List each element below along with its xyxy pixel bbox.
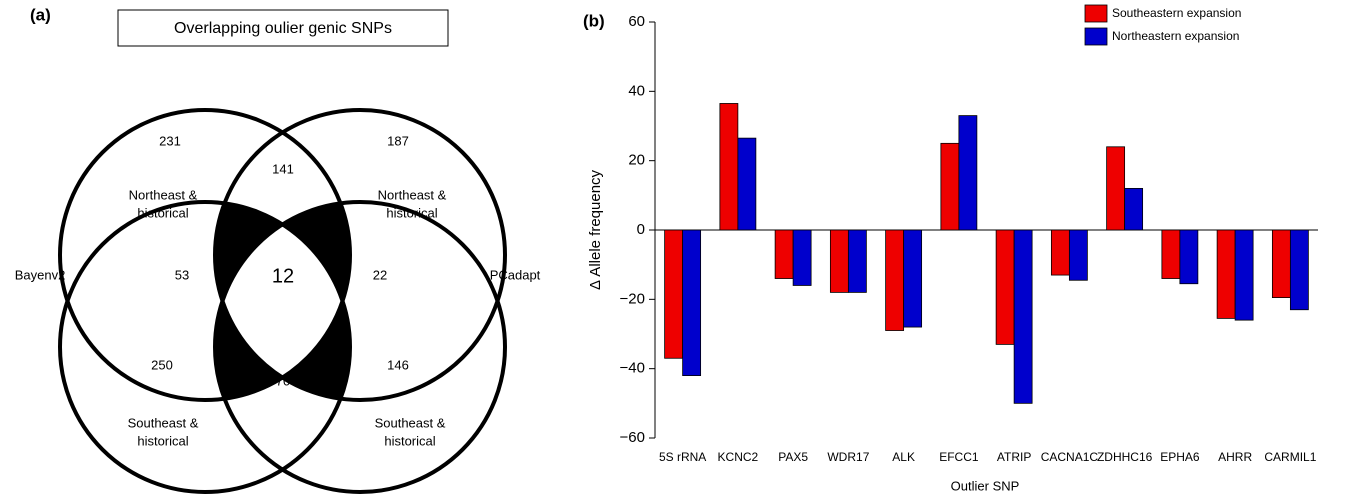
- region-count: 231: [159, 133, 181, 148]
- panel-label: (a): [30, 5, 51, 24]
- region-label: Northeast &: [129, 187, 198, 202]
- bar: [1013, 229, 1033, 404]
- quad-overlap: [215, 202, 350, 400]
- bar: [885, 229, 905, 331]
- bar: [1289, 229, 1309, 311]
- y-tick-label: 0: [637, 221, 645, 238]
- bar: [903, 229, 923, 328]
- bar-chart: (b) Outlier SNP Δ Allele frequency −60 −4…: [583, 4, 1318, 493]
- bar: [995, 229, 1015, 345]
- region-count: 187: [387, 133, 409, 148]
- bar: [737, 137, 757, 231]
- bar: [1050, 229, 1070, 276]
- region-count: 250: [151, 357, 173, 372]
- x-tick-label: PAX5: [778, 450, 808, 464]
- bar: [719, 103, 739, 231]
- x-tick-label: WDR17: [827, 450, 869, 464]
- region-label: Southeast &: [128, 415, 199, 430]
- set-label: Bayenv2: [15, 267, 66, 282]
- x-tick-label: EPHA6: [1160, 450, 1200, 464]
- y-tick-label: −20: [620, 290, 645, 307]
- legend-label: Southeastern expansion: [1112, 6, 1241, 20]
- panel-label: (b): [583, 11, 605, 30]
- bar: [847, 229, 867, 293]
- bar: [1161, 229, 1181, 279]
- set-label: PCadapt: [490, 267, 541, 282]
- bar: [1234, 229, 1254, 321]
- set-circle: [213, 108, 507, 402]
- x-axis-label: Outlier SNP: [951, 478, 1020, 493]
- x-tick-label: ATRIP: [997, 450, 1031, 464]
- y-tick-label: −60: [620, 429, 645, 446]
- venn-diagram: (a) Overlapping oulier genic SNPs Bayenv…: [15, 5, 541, 494]
- y-axis-label: Δ Allele frequency: [587, 169, 604, 290]
- legend-label: Northeastern expansion: [1112, 29, 1239, 43]
- y-tick-label: 20: [628, 152, 645, 169]
- bar: [958, 115, 978, 231]
- bar: [664, 229, 684, 359]
- bar: [1271, 229, 1291, 298]
- region-label: historical: [137, 205, 188, 220]
- region-count: 146: [387, 357, 409, 372]
- bar: [1068, 229, 1088, 281]
- x-tick-label: 5S rRNA: [659, 450, 706, 464]
- region-label: Northeast &: [378, 187, 447, 202]
- set-circle: [58, 200, 352, 494]
- set-circle: [58, 108, 352, 402]
- bar: [940, 142, 960, 231]
- region-label: historical: [384, 433, 435, 448]
- bar: [1216, 229, 1236, 319]
- bar: [829, 229, 849, 293]
- y-tick-label: 60: [628, 13, 645, 30]
- x-tick-label: CACNA1C: [1041, 450, 1099, 464]
- region-count: 141: [272, 161, 294, 176]
- venn-title: Overlapping oulier genic SNPs: [174, 20, 392, 37]
- x-tick-label: CARMIL1: [1264, 450, 1316, 464]
- title-box: [117, 9, 449, 47]
- bar: [792, 229, 812, 286]
- legend-swatch: [1084, 4, 1108, 23]
- bar: [774, 229, 794, 279]
- set-circle: [213, 200, 507, 494]
- bar: [1179, 229, 1199, 285]
- x-tick-label: EFCC1: [939, 450, 979, 464]
- x-tick-label: ALK: [892, 450, 915, 464]
- x-tick-label: KCNC2: [718, 450, 759, 464]
- region-label: historical: [386, 205, 437, 220]
- region-count: 22: [373, 267, 387, 282]
- region-label: Southeast &: [375, 415, 446, 430]
- y-tick-label: 40: [628, 82, 645, 99]
- legend-swatch: [1084, 27, 1108, 46]
- bar: [1124, 187, 1144, 231]
- bar: [1106, 146, 1126, 231]
- y-tick-label: −40: [620, 360, 645, 377]
- x-tick-label: ZDHHC16: [1097, 450, 1153, 464]
- region-count: 70: [276, 373, 290, 388]
- region-count: 53: [175, 267, 189, 282]
- region-count: 12: [272, 265, 294, 287]
- bar: [682, 229, 702, 377]
- x-tick-label: AHRR: [1218, 450, 1252, 464]
- region-label: historical: [137, 433, 188, 448]
